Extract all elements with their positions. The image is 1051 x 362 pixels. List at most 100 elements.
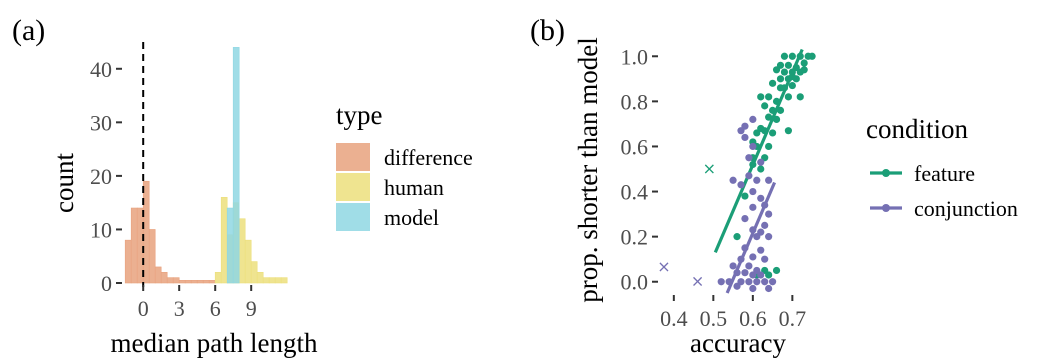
hist-bar-human (256, 271, 264, 284)
y-tick-label: 0.2 (621, 225, 649, 250)
hist-bar-model (226, 207, 234, 284)
point-feature (768, 129, 777, 137)
point-conjunction (761, 221, 769, 229)
point-feature (780, 52, 789, 60)
point-conjunction (757, 271, 765, 279)
point-feature (733, 233, 741, 241)
x-tick-label: 3 (174, 296, 185, 321)
point-feature (792, 75, 800, 83)
point-conjunction (741, 215, 749, 223)
point-feature (768, 79, 777, 87)
point-conjunction (745, 278, 753, 286)
panel-a-x-axis-title: median path length (111, 328, 318, 358)
y-tick-label: 0.4 (621, 180, 649, 205)
hist-bar-difference (130, 207, 138, 284)
y-tick-label: 0 (101, 271, 112, 296)
point-conjunction (741, 133, 749, 142)
point-conjunction (753, 176, 761, 184)
legend-label-feature: feature (914, 161, 975, 186)
legend-key-human (336, 173, 370, 201)
point-feature (780, 68, 789, 76)
hist-bar-difference (202, 280, 210, 284)
point-feature (761, 102, 769, 110)
point-conjunction (733, 282, 741, 290)
point-feature (776, 75, 785, 83)
panel-b-legend: condition feature conjunction (866, 114, 1018, 221)
point-conjunction (757, 158, 765, 166)
point-feature (757, 93, 765, 101)
point-feature (808, 52, 816, 60)
hist-bar-difference (160, 271, 168, 284)
hist-bar-human (244, 239, 252, 284)
hist-bar-difference (124, 239, 132, 284)
point-conjunction (761, 255, 769, 263)
point-conjunction (749, 253, 757, 261)
point-feature (765, 142, 773, 151)
point-conjunction (745, 154, 753, 162)
legend-title-type: type (336, 100, 383, 130)
hist-bar-human (262, 277, 270, 284)
hist-bar-human (274, 277, 282, 284)
panel-b-label: (b) (530, 14, 565, 47)
point-conjunction (749, 142, 757, 151)
y-tick-label: 10 (90, 217, 112, 242)
y-tick-label: 40 (90, 57, 112, 82)
hist-bar-difference (154, 266, 162, 284)
hist-bar-human (214, 271, 222, 284)
panel-a-legend: type difference human model (336, 100, 473, 231)
point-conjunction (761, 278, 769, 286)
legend-key-model (336, 203, 370, 231)
legend-title-condition: condition (866, 114, 968, 144)
hist-bar-difference (190, 280, 198, 284)
point-feature (800, 66, 808, 74)
panel-a-label: (a) (12, 14, 45, 47)
point-feature (765, 93, 773, 101)
y-tick-label: 0.0 (621, 270, 649, 295)
panel-b-plot-area: ×××0.4 0.5 0.6 0.70.00.20.40.60.81.0 (621, 44, 816, 331)
point-feature (753, 129, 761, 137)
point-feature (796, 93, 804, 101)
point-feature (772, 266, 781, 275)
hist-bar-difference (208, 280, 216, 284)
x-tick-label: 0.7 (779, 306, 807, 331)
point-conjunction (765, 176, 773, 184)
hist-bar-human (238, 218, 246, 284)
point-conjunction (749, 115, 757, 123)
point-conjunction (729, 176, 737, 184)
legend-label-model: model (384, 205, 439, 230)
y-tick-label: 0.8 (621, 89, 649, 114)
legend-label-human: human (384, 175, 444, 200)
x-tick-label: 6 (210, 296, 221, 321)
point-feature (788, 81, 796, 90)
outlier-marker-feature: × (703, 159, 716, 178)
legend-key-point-conjunction (882, 204, 890, 212)
point-conjunction (737, 181, 745, 189)
y-tick-label: 30 (90, 110, 112, 135)
point-feature (741, 192, 749, 200)
point-conjunction (757, 246, 765, 254)
point-feature (784, 127, 792, 135)
outlier-marker-conjunction: × (657, 257, 670, 276)
x-tick-label: 0.4 (660, 306, 688, 331)
point-feature (765, 113, 773, 121)
legend-label-conjunction: conjunction (914, 196, 1018, 221)
point-conjunction (768, 278, 777, 286)
point-conjunction (757, 194, 765, 202)
point-feature (800, 59, 808, 67)
hist-bar-difference (172, 277, 180, 284)
fit-line-conjunction (725, 181, 777, 294)
point-conjunction (749, 187, 757, 196)
panel-b-y-axis-title: prop. shorter than model (573, 37, 603, 302)
hist-bar-human (268, 277, 276, 284)
point-conjunction (745, 262, 753, 270)
legend-label-difference: difference (384, 145, 473, 170)
point-feature (772, 66, 781, 74)
point-conjunction (741, 269, 749, 277)
y-tick-label: 20 (90, 164, 112, 189)
point-conjunction (737, 127, 745, 135)
hist-bar-model (232, 47, 240, 284)
y-tick-label: 1.0 (621, 44, 649, 69)
hist-bar-human (220, 197, 228, 284)
